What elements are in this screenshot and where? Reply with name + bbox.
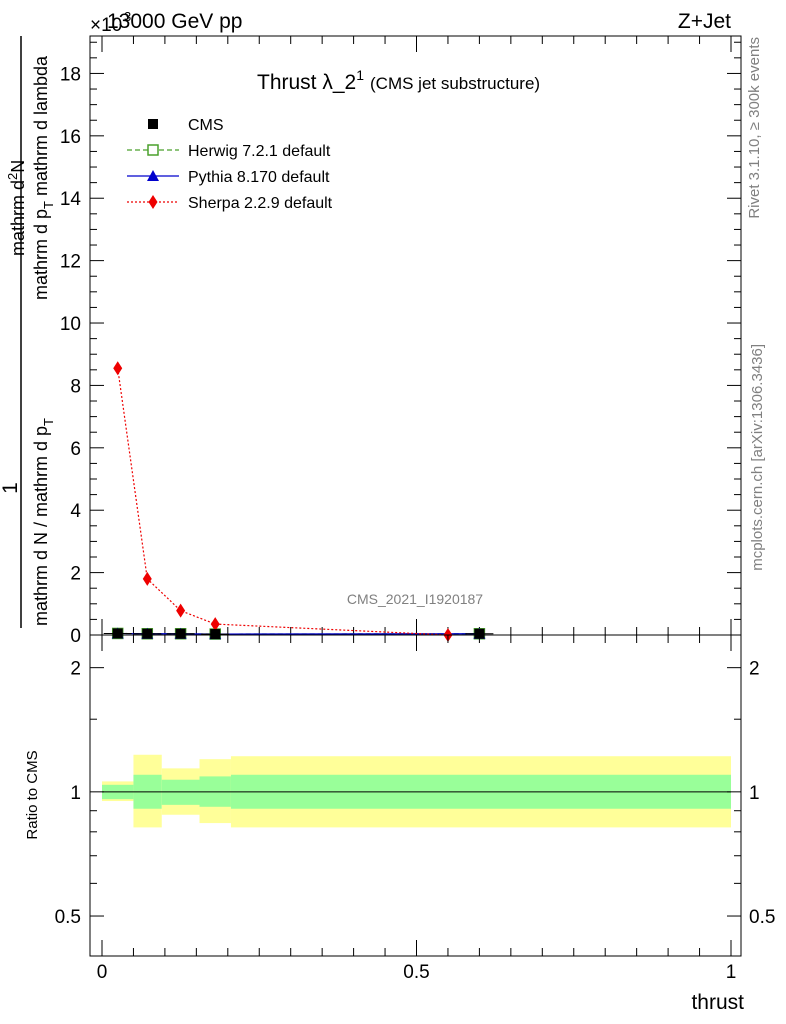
y-tick-label: 18 bbox=[60, 64, 81, 85]
y-tick-label: 2 bbox=[70, 564, 81, 585]
data-point bbox=[142, 628, 153, 639]
ratio-bands bbox=[102, 754, 731, 828]
ratio-y-tick-label: 2 bbox=[70, 659, 81, 680]
ratio-y-tick-label: 1 bbox=[70, 783, 81, 804]
ratio-ylabel: Ratio to CMS bbox=[24, 750, 41, 839]
x-tick-label: 0.5 bbox=[403, 962, 429, 983]
legend-item: Herwig 7.2.1 default bbox=[127, 143, 331, 160]
data-point bbox=[113, 361, 123, 376]
y-tick-label: 8 bbox=[70, 376, 81, 397]
x-tick-label: 1 bbox=[726, 962, 737, 983]
header-left: 13000 GeV pp bbox=[107, 10, 242, 33]
ratio-x-axis: 0 0.5 1 bbox=[97, 635, 737, 983]
ratio-y-tick-label-right: 2 bbox=[749, 659, 760, 680]
data-point bbox=[176, 603, 186, 618]
legend-item: Pythia 8.170 default bbox=[127, 169, 330, 186]
x-tick-label: 0 bbox=[97, 962, 108, 983]
ratio-xlabel: thrust bbox=[691, 991, 744, 1014]
analysis-watermark: CMS_2021_I1920187 bbox=[347, 591, 483, 607]
ylabel-inner-denominator: mathrm d pT mathrm d lambda bbox=[31, 55, 56, 300]
legend-item: CMS bbox=[148, 117, 224, 134]
series-sherpa bbox=[113, 361, 453, 642]
y-tick-label: 0 bbox=[70, 626, 81, 647]
ratio-y-tick-label-right: 0.5 bbox=[749, 907, 775, 928]
legend-label: Pythia 8.170 default bbox=[188, 169, 330, 186]
data-point bbox=[210, 617, 220, 632]
header-right: Z+Jet bbox=[678, 10, 731, 33]
y-tick-label: 6 bbox=[70, 439, 81, 460]
ratio-y-axis: 0.5 0.5 1 1 2 2 bbox=[55, 659, 776, 928]
legend-label: Herwig 7.2.1 default bbox=[188, 143, 331, 160]
series-cms bbox=[103, 628, 494, 640]
legend-marker bbox=[147, 170, 159, 181]
data-point bbox=[112, 628, 123, 639]
data-point bbox=[142, 571, 152, 586]
main-data bbox=[103, 361, 494, 642]
data-point bbox=[210, 629, 221, 640]
y-tick-label: 14 bbox=[60, 189, 82, 210]
legend-marker bbox=[147, 144, 159, 156]
main-y-axis: 0 2 4 6 8 10 12 14 16 18 bbox=[60, 41, 741, 647]
ratio-y-tick-label: 0.5 bbox=[55, 907, 81, 928]
exponent-power: 3 bbox=[124, 9, 131, 24]
y-tick-label: 4 bbox=[70, 501, 81, 522]
legend-marker bbox=[148, 195, 158, 209]
data-point bbox=[175, 628, 186, 639]
y-tick-label: 10 bbox=[60, 314, 81, 335]
mcplots-label: mcplots.cern.ch [arXiv:1306.3436] bbox=[749, 344, 766, 571]
main-x-axis bbox=[101, 36, 732, 635]
ratio-plot-frame bbox=[89, 634, 742, 957]
y-tick-label: 16 bbox=[60, 127, 81, 148]
ylabel-numerator: 1 bbox=[0, 482, 22, 494]
y-tick-label: 12 bbox=[60, 252, 81, 273]
legend-label: Sherpa 2.2.9 default bbox=[188, 195, 333, 212]
plot-title: Thrust λ_21 (CMS jet substructure) bbox=[257, 67, 540, 94]
data-point bbox=[474, 628, 485, 639]
main-ylabel: 1 mathrm d N / mathrm d pT mathrm d pT m… bbox=[0, 36, 56, 628]
series-line bbox=[117, 368, 448, 636]
ylabel-inner-numerator: mathrm d2N bbox=[5, 160, 28, 256]
exponent-label: ×10 bbox=[90, 15, 122, 36]
ratio-y-tick-label-right: 1 bbox=[749, 783, 760, 804]
legend-item: Sherpa 2.2.9 default bbox=[127, 195, 333, 212]
rivet-label: Rivet 3.1.10, ≥ 300k events bbox=[746, 37, 763, 219]
ylabel-denominator: mathrm d N / mathrm d pT bbox=[31, 418, 56, 626]
legend: CMS Herwig 7.2.1 default Pythia 8.170 defa… bbox=[127, 117, 333, 212]
legend-label: CMS bbox=[188, 117, 224, 134]
legend-marker bbox=[148, 119, 158, 129]
